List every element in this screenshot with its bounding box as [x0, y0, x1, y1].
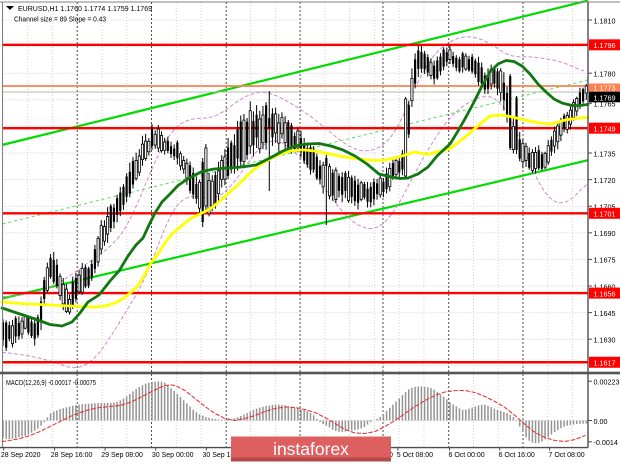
svg-text:1.1690: 1.1690 — [594, 229, 616, 238]
svg-text:1.1645: 1.1645 — [594, 309, 616, 318]
svg-text:1.1796: 1.1796 — [594, 41, 616, 50]
svg-text:0.00223: 0.00223 — [594, 378, 620, 387]
svg-text:instaforex: instaforex — [273, 439, 349, 459]
svg-text:1.1617: 1.1617 — [594, 359, 616, 368]
svg-text:28 Sep 2020: 28 Sep 2020 — [1, 452, 41, 459]
svg-text:EURUSD,H1 1.1760 1.1774 1.175: EURUSD,H1 1.1760 1.1774 1.1759 1.1769 — [18, 4, 152, 13]
svg-text:1.1765: 1.1765 — [594, 100, 616, 109]
svg-text:1.1720: 1.1720 — [594, 176, 616, 185]
svg-text:1.1773: 1.1773 — [594, 84, 616, 93]
svg-text:1.1780: 1.1780 — [594, 70, 616, 79]
svg-text:1.1749: 1.1749 — [594, 124, 616, 133]
svg-text:1.1705: 1.1705 — [594, 203, 616, 212]
svg-text:5 Oct 08:00: 5 Oct 08:00 — [397, 452, 433, 459]
svg-text:-0.0014: -0.0014 — [594, 438, 618, 447]
svg-text:1.1660: 1.1660 — [594, 282, 616, 291]
svg-text:7 Oct 08:00: 7 Oct 08:00 — [548, 452, 584, 459]
svg-text:1.1701: 1.1701 — [594, 210, 616, 219]
svg-text:1.1769: 1.1769 — [594, 93, 616, 102]
svg-text:28 Sep 16:00: 28 Sep 16:00 — [51, 452, 93, 459]
svg-text:30 Sep 00:00: 30 Sep 00:00 — [152, 452, 194, 459]
svg-text:MACD(12,26,9) -0.00017 -0.0007: MACD(12,26,9) -0.00017 -0.00075 — [6, 378, 96, 387]
svg-text:30 Sep 16:00: 30 Sep 16:00 — [202, 452, 244, 459]
svg-text:1.1630: 1.1630 — [594, 335, 616, 344]
svg-text:6 Oct 16:00: 6 Oct 16:00 — [499, 452, 535, 459]
svg-text:29 Sep 08:00: 29 Sep 08:00 — [101, 452, 143, 459]
svg-text:1.1810: 1.1810 — [594, 16, 616, 25]
svg-text:1.1656: 1.1656 — [594, 289, 616, 298]
svg-text:0.00: 0.00 — [594, 417, 608, 426]
svg-text:1.1735: 1.1735 — [594, 149, 616, 158]
svg-text:1.1675: 1.1675 — [594, 256, 616, 265]
svg-text:Channel size = 89 Slope = 0.4: Channel size = 89 Slope = 0.43 — [14, 15, 106, 24]
svg-text:6 Oct 00:00: 6 Oct 00:00 — [448, 452, 484, 459]
